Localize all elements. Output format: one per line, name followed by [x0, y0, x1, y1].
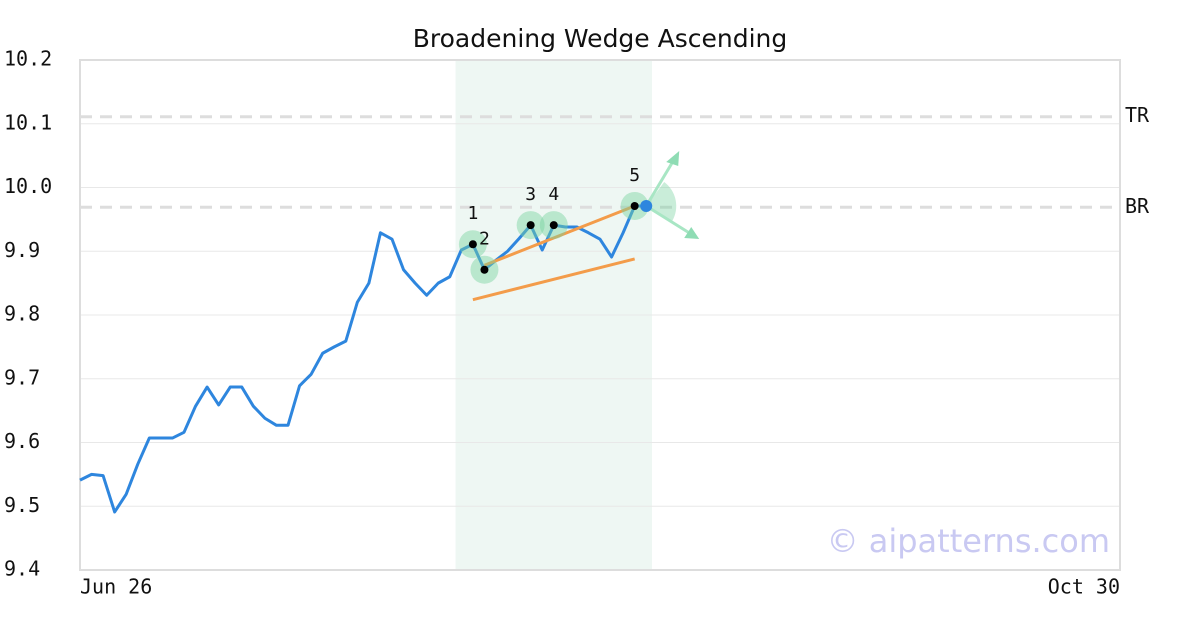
y-tick-label: 9.4 [4, 557, 40, 581]
chart-title: Broadening Wedge Ascending [413, 24, 788, 53]
pattern-point [526, 221, 535, 230]
y-tick-label: 9.8 [4, 302, 40, 326]
pattern-point [468, 240, 477, 249]
y-tick-label: 9.7 [4, 365, 40, 389]
pattern-point [549, 221, 558, 230]
pattern-point [480, 265, 489, 274]
pattern-label: 3 [525, 184, 536, 205]
y-tick-label: 10.1 [4, 110, 52, 134]
y-tick-label: 10.2 [4, 47, 52, 71]
arrow-head [684, 226, 700, 239]
projection-arrow [644, 155, 678, 207]
plot-border [79, 59, 1121, 571]
trendline [483, 204, 636, 267]
projection-sector [646, 181, 677, 221]
pattern-label: 5 [629, 165, 640, 186]
pattern-label: 4 [548, 184, 559, 205]
x-tick-label: Jun 26 [80, 575, 152, 599]
arrow-head [666, 150, 680, 166]
y-tick-label: 9.5 [4, 493, 40, 517]
y-tick-label: 10.0 [4, 174, 52, 198]
trendline [472, 257, 636, 302]
level-label: TR [1125, 103, 1150, 127]
last-point [640, 199, 653, 212]
projection-arrow [645, 204, 696, 238]
watermark: © aipatterns.com [827, 522, 1110, 560]
y-tick-label: 9.9 [4, 238, 40, 262]
price-line [79, 204, 647, 514]
pattern-point [630, 201, 639, 210]
pattern-label: 2 [479, 229, 490, 250]
x-tick-label: Oct 30 [1048, 575, 1120, 599]
y-tick-label: 9.6 [4, 429, 40, 453]
level-label: BR [1125, 194, 1150, 218]
pattern-label: 1 [467, 203, 478, 224]
